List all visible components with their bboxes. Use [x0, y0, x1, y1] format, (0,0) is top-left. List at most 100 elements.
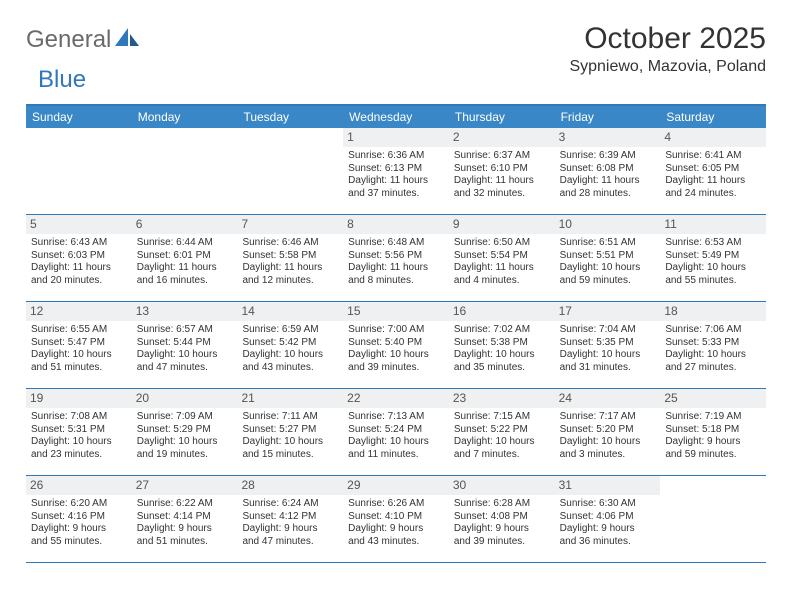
dl1-text: Daylight: 11 hours	[665, 175, 761, 188]
day-header: Friday	[555, 106, 661, 128]
day-cell: 12Sunrise: 6:55 AMSunset: 5:47 PMDayligh…	[26, 302, 132, 388]
sunrise-text: Sunrise: 6:39 AM	[560, 150, 656, 163]
dl2-text: and 12 minutes.	[242, 275, 338, 288]
dl2-text: and 59 minutes.	[665, 449, 761, 462]
dl2-text: and 7 minutes.	[454, 449, 550, 462]
day-number: 20	[132, 389, 238, 408]
day-cell: 17Sunrise: 7:04 AMSunset: 5:35 PMDayligh…	[555, 302, 661, 388]
day-cell: 15Sunrise: 7:00 AMSunset: 5:40 PMDayligh…	[343, 302, 449, 388]
sunset-text: Sunset: 5:44 PM	[137, 337, 233, 350]
day-number: 15	[343, 302, 449, 321]
sunrise-text: Sunrise: 7:13 AM	[348, 411, 444, 424]
sunset-text: Sunset: 5:51 PM	[560, 250, 656, 263]
sunrise-text: Sunrise: 6:28 AM	[454, 498, 550, 511]
sunset-text: Sunset: 6:03 PM	[31, 250, 127, 263]
sunrise-text: Sunrise: 7:00 AM	[348, 324, 444, 337]
dl2-text: and 3 minutes.	[560, 449, 656, 462]
dl2-text: and 55 minutes.	[665, 275, 761, 288]
day-cell: 24Sunrise: 7:17 AMSunset: 5:20 PMDayligh…	[555, 389, 661, 475]
sunrise-text: Sunrise: 6:22 AM	[137, 498, 233, 511]
day-number: 17	[555, 302, 661, 321]
dl2-text: and 39 minutes.	[348, 362, 444, 375]
sunset-text: Sunset: 4:14 PM	[137, 511, 233, 524]
day-cell: 22Sunrise: 7:13 AMSunset: 5:24 PMDayligh…	[343, 389, 449, 475]
day-cell: 28Sunrise: 6:24 AMSunset: 4:12 PMDayligh…	[237, 476, 343, 562]
day-cell: 9Sunrise: 6:50 AMSunset: 5:54 PMDaylight…	[449, 215, 555, 301]
logo-sail-icon	[115, 28, 141, 53]
sunset-text: Sunset: 5:49 PM	[665, 250, 761, 263]
dl2-text: and 47 minutes.	[137, 362, 233, 375]
sunrise-text: Sunrise: 6:50 AM	[454, 237, 550, 250]
day-cell: 6Sunrise: 6:44 AMSunset: 6:01 PMDaylight…	[132, 215, 238, 301]
dl2-text: and 39 minutes.	[454, 536, 550, 549]
sunset-text: Sunset: 5:47 PM	[31, 337, 127, 350]
day-cell: 18Sunrise: 7:06 AMSunset: 5:33 PMDayligh…	[660, 302, 766, 388]
dl1-text: Daylight: 10 hours	[242, 436, 338, 449]
dl1-text: Daylight: 9 hours	[454, 523, 550, 536]
day-number: 27	[132, 476, 238, 495]
sunset-text: Sunset: 5:33 PM	[665, 337, 761, 350]
day-header-row: Sunday Monday Tuesday Wednesday Thursday…	[26, 106, 766, 128]
day-number: 18	[660, 302, 766, 321]
logo-text-general: General	[26, 26, 111, 54]
dl1-text: Daylight: 10 hours	[665, 262, 761, 275]
day-cell: 21 Sunrise: 7:11 AMSunset: 5:27 PMDayligh…	[237, 389, 343, 475]
sunset-text: Sunset: 6:10 PM	[454, 163, 550, 176]
dl2-text: and 36 minutes.	[560, 536, 656, 549]
dl1-text: Daylight: 9 hours	[665, 436, 761, 449]
day-number: 12	[26, 302, 132, 321]
sunset-text: Sunset: 5:54 PM	[454, 250, 550, 263]
dl1-text: Daylight: 9 hours	[137, 523, 233, 536]
sunset-text: Sunset: 5:42 PM	[242, 337, 338, 350]
day-cell: 19Sunrise: 7:08 AMSunset: 5:31 PMDayligh…	[26, 389, 132, 475]
title-block: October 2025 Sypniewo, Mazovia, Poland	[569, 22, 766, 76]
sunrise-text: Sunrise: 7:11 AM	[242, 411, 338, 424]
dl2-text: and 16 minutes.	[137, 275, 233, 288]
week-row: ...1Sunrise: 6:36 AMSunset: 6:13 PMDayli…	[26, 128, 766, 215]
sunset-text: Sunset: 5:20 PM	[560, 424, 656, 437]
calendar: Sunday Monday Tuesday Wednesday Thursday…	[26, 104, 766, 563]
day-cell: 27 Sunrise: 6:22 AMSunset: 4:14 PMDayligh…	[132, 476, 238, 562]
day-number: 10	[555, 215, 661, 234]
sunrise-text: Sunrise: 6:57 AM	[137, 324, 233, 337]
sunset-text: Sunset: 6:13 PM	[348, 163, 444, 176]
day-number: 30	[449, 476, 555, 495]
logo-text-blue: Blue	[38, 66, 86, 93]
dl1-text: Daylight: 10 hours	[348, 436, 444, 449]
sunset-text: Sunset: 6:05 PM	[665, 163, 761, 176]
dl1-text: Daylight: 9 hours	[242, 523, 338, 536]
day-cell: .	[660, 476, 766, 562]
sunset-text: Sunset: 5:31 PM	[31, 424, 127, 437]
sunset-text: Sunset: 5:38 PM	[454, 337, 550, 350]
dl1-text: Daylight: 11 hours	[31, 262, 127, 275]
sunset-text: Sunset: 5:29 PM	[137, 424, 233, 437]
location: Sypniewo, Mazovia, Poland	[569, 58, 766, 76]
sunset-text: Sunset: 4:08 PM	[454, 511, 550, 524]
day-number: 9	[449, 215, 555, 234]
dl2-text: and 24 minutes.	[665, 188, 761, 201]
sunrise-text: Sunrise: 6:30 AM	[560, 498, 656, 511]
day-cell: 26Sunrise: 6:20 AMSunset: 4:16 PMDayligh…	[26, 476, 132, 562]
dl1-text: Daylight: 10 hours	[454, 349, 550, 362]
dl1-text: Daylight: 11 hours	[454, 175, 550, 188]
sunset-text: Sunset: 5:27 PM	[242, 424, 338, 437]
day-cell: 25Sunrise: 7:19 AMSunset: 5:18 PMDayligh…	[660, 389, 766, 475]
day-cell: .	[26, 128, 132, 214]
day-cell: 30 Sunrise: 6:28 AMSunset: 4:08 PMDayligh…	[449, 476, 555, 562]
sunrise-text: Sunrise: 7:04 AM	[560, 324, 656, 337]
day-cell: 13Sunrise: 6:57 AMSunset: 5:44 PMDayligh…	[132, 302, 238, 388]
dl2-text: and 31 minutes.	[560, 362, 656, 375]
day-number: 24	[555, 389, 661, 408]
day-cell: 14Sunrise: 6:59 AMSunset: 5:42 PMDayligh…	[237, 302, 343, 388]
dl1-text: Daylight: 10 hours	[560, 349, 656, 362]
day-number: 2	[449, 128, 555, 147]
dl1-text: Daylight: 9 hours	[31, 523, 127, 536]
sunset-text: Sunset: 4:16 PM	[31, 511, 127, 524]
day-cell: 7Sunrise: 6:46 AMSunset: 5:58 PMDaylight…	[237, 215, 343, 301]
month-title: October 2025	[569, 22, 766, 56]
day-number: 3	[555, 128, 661, 147]
day-cell: .	[237, 128, 343, 214]
day-number: 21	[237, 389, 343, 408]
sunrise-text: Sunrise: 6:20 AM	[31, 498, 127, 511]
dl1-text: Daylight: 10 hours	[137, 349, 233, 362]
